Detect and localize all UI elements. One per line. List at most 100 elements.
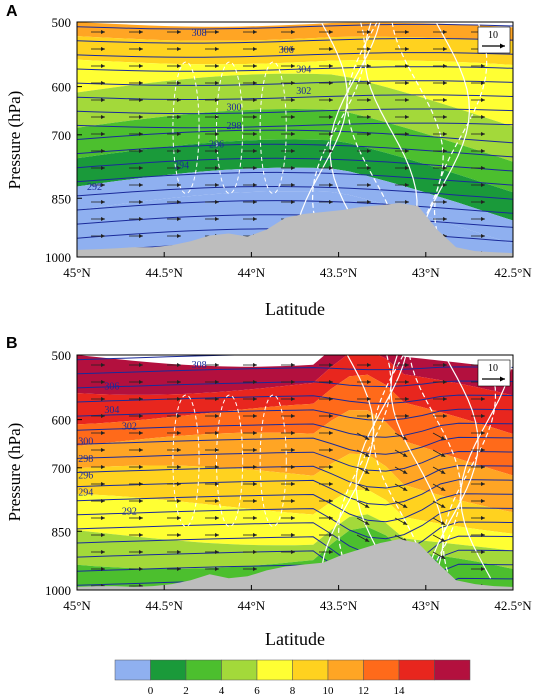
panel-a-vector-26 — [243, 64, 257, 68]
panel-a-band-6 — [77, 167, 513, 244]
panel-b-vector-79 — [167, 482, 181, 486]
panel-b-band-3 — [77, 410, 513, 513]
panel-b-vector-67 — [129, 465, 143, 469]
panel-a-ytick-label-1: 600 — [52, 80, 72, 95]
panel-b-vector-114 — [243, 533, 257, 537]
panel-b-refvec-box — [477, 359, 511, 387]
panel-a-vector-85 — [395, 149, 409, 153]
panel-b-isentrope-label-3: 302 — [122, 421, 137, 432]
panel-a-vector-64 — [433, 115, 447, 119]
panel-a-isentrope-5 — [77, 94, 513, 100]
panel-b-vector-20 — [433, 380, 447, 384]
panel-a-white-loop-1 — [216, 61, 244, 195]
panel-a-vector-30 — [395, 64, 409, 68]
panel-a-isentrope-0 — [77, 23, 513, 30]
panel-b-vector-76 — [471, 465, 485, 469]
panel-a-vector-41 — [395, 81, 409, 85]
panel-b-vector-63 — [394, 449, 408, 458]
panel-b-isentrope-label-6: 296 — [78, 470, 93, 481]
panel-a-vector-114 — [243, 200, 257, 204]
panel-a-isentrope-3 — [77, 66, 513, 72]
panel-b-xlabel: Latitude — [265, 629, 325, 649]
panel-b-ylabel: Pressure (hPa) — [5, 423, 24, 522]
panel-a-xtick-label-1: 44.5°N — [146, 265, 184, 280]
panel-a-vector-37 — [243, 81, 257, 85]
panel-b-band-1 — [77, 355, 513, 434]
panel-b-vector-65 — [471, 448, 485, 452]
panel-b-vector-66 — [91, 465, 105, 469]
panel-b-vector-62 — [356, 449, 370, 458]
panel-a-band-5 — [77, 139, 513, 221]
panel-b-vector-120 — [471, 533, 485, 537]
panel-a-vector-105 — [319, 183, 333, 187]
panel-b-isentrope-label-7: 294 — [78, 487, 93, 498]
panel-b-vector-94 — [319, 499, 333, 503]
panel-b-vector-98 — [471, 499, 485, 503]
panel-b-vector-35 — [167, 414, 181, 418]
panel-a-vector-57 — [167, 115, 181, 119]
panel-b-vector-136 — [243, 567, 257, 571]
panel-b-vector-53 — [432, 432, 446, 441]
panel-b-vector-119 — [432, 534, 446, 543]
panel-b-band-2 — [77, 374, 513, 476]
panel-a-vector-87 — [471, 149, 485, 153]
panel-b-isentrope-3 — [77, 394, 513, 405]
panel-a-vector-16 — [281, 47, 295, 51]
panel-a-vector-61 — [319, 115, 333, 119]
panel-a-white-contour-0 — [294, 22, 348, 246]
panel-a-vector-104 — [281, 183, 295, 187]
panel-a-vector-5 — [281, 30, 295, 34]
panel-b-vector-27 — [281, 397, 295, 401]
panel-a-vector-119 — [433, 200, 447, 204]
panel-b-isentrope-7 — [77, 450, 513, 472]
panel-a-vector-75 — [433, 132, 447, 136]
colorbar-swatch-3 — [221, 659, 258, 681]
panel-a-xlabel: Latitude — [265, 299, 325, 319]
panel-b-vector-19 — [395, 380, 409, 384]
panel-b-vector-110 — [91, 533, 105, 537]
colorbar-swatch-5 — [292, 659, 329, 681]
panel-b-vector-69 — [205, 465, 219, 469]
colorbar-swatch-9 — [434, 659, 471, 681]
panel-a-xtick-label-3: 43.5°N — [320, 265, 358, 280]
panel-b-label: B — [6, 335, 18, 352]
panel-a-vector-92 — [243, 166, 257, 170]
panel-a-ylabel: Pressure (hPa) — [5, 91, 24, 190]
panel-a-vector-28 — [319, 64, 333, 68]
panel-b-white-loop-0 — [172, 394, 200, 528]
panel-b-vector-93 — [281, 499, 295, 503]
colorbar-tick-label-7: 14 — [394, 685, 406, 696]
panel-b-isentrope-12 — [77, 521, 513, 557]
panel-b-vector-96 — [394, 500, 408, 509]
panel-a-vector-53 — [433, 98, 447, 102]
panel-b-vector-86 — [432, 483, 446, 492]
panel-a-vector-94 — [319, 166, 333, 170]
panel-b-vector-59 — [243, 448, 257, 452]
panel-a-xtick-label-2: 44°N — [238, 265, 266, 280]
panel-a-vector-84 — [357, 149, 371, 153]
panel-b-vector-8 — [395, 363, 409, 367]
panel-b-white-contour-8 — [460, 355, 513, 579]
panel-a-vector-29 — [357, 64, 371, 68]
panel-a-vector-124 — [205, 217, 219, 221]
panel-a-isentrope-label-4: 300 — [226, 103, 241, 114]
panel-a-vector-58 — [205, 115, 219, 119]
panel-b-vector-4 — [243, 363, 257, 367]
colorbar-tick-label-3: 6 — [254, 685, 260, 696]
panel-b-vector-23 — [129, 397, 143, 401]
panel-a-refvec-label: 10 — [488, 30, 498, 41]
panel-a-terrain — [77, 203, 513, 257]
panel-a-isentrope-6 — [77, 108, 513, 115]
panel-b-vector-49 — [281, 431, 295, 435]
panel-a-white-contour-6 — [417, 22, 471, 246]
panel-b-vector-111 — [129, 533, 143, 537]
panel-a-vector-113 — [205, 200, 219, 204]
panel-b-vector-52 — [394, 432, 408, 441]
panel-a-vector-81 — [243, 149, 257, 153]
panel-a-ytick-label-3: 850 — [52, 191, 72, 206]
panel-b-xtick-label-4: 43°N — [412, 598, 440, 613]
panel-b-vector-125 — [243, 550, 257, 554]
panel-b-reference-vector: 10 — [477, 359, 511, 387]
